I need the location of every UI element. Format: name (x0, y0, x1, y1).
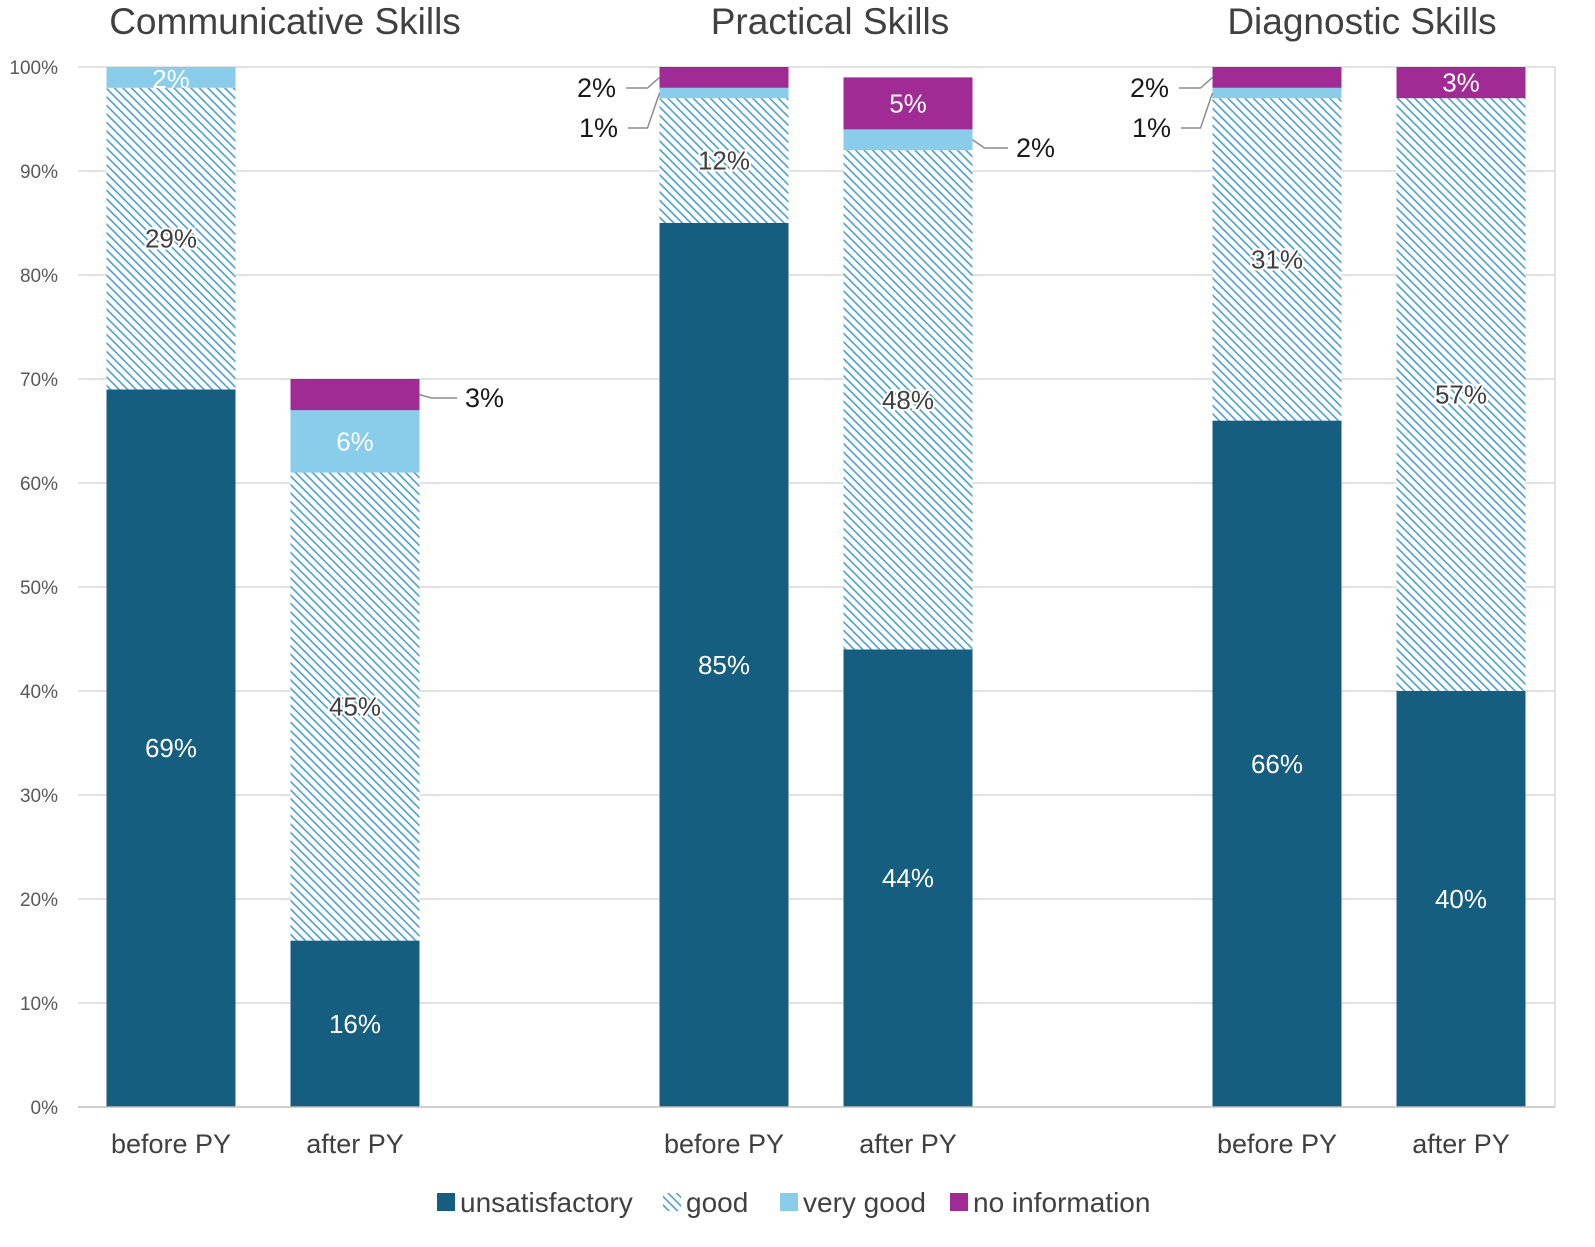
bars (106, 67, 1526, 1108)
bar-segment-good (1212, 98, 1342, 421)
bar-segment-good (106, 87, 236, 390)
data-label: 44% (882, 863, 934, 893)
y-tick-label: 0% (31, 1098, 59, 1119)
data-label: 66% (1251, 749, 1303, 779)
data-label: 5% (889, 88, 927, 118)
data-label: 16% (329, 1009, 381, 1039)
bar-segment-very-good (106, 67, 236, 88)
bar-segment-good (659, 98, 789, 223)
bar-segment-unsatisfactory (1212, 420, 1342, 1108)
legend-label: unsatisfactory (460, 1187, 633, 1218)
y-tick-label: 100% (9, 58, 58, 79)
y-axis-ticks: 0% 10% 20% 30% 40% 50% 60% 70% 80% 90% 100% (9, 58, 58, 1119)
group-title: Diagnostic Skills (1227, 1, 1496, 42)
group-title: Communicative Skills (109, 1, 461, 42)
y-tick-label: 60% (20, 474, 58, 495)
bar-segment-unsatisfactory (106, 389, 236, 1107)
data-label: 31% (1251, 244, 1303, 274)
y-tick-label: 20% (20, 890, 58, 911)
category-labels: before PY after PY before PY after PY before… (111, 1129, 1510, 1159)
data-label: 3% (1442, 68, 1480, 98)
x-category-label: after PY (306, 1129, 404, 1159)
y-tick-label: 50% (20, 578, 58, 599)
x-category-label: before PY (664, 1129, 784, 1159)
bar-segment-no-information (1212, 67, 1342, 88)
leader-line (972, 139, 1008, 149)
y-tick-label: 10% (20, 994, 58, 1015)
bar-segment-very-good (659, 87, 789, 99)
data-label-callout: 1% (1132, 113, 1171, 143)
bar-segment-very-good (290, 410, 420, 473)
bar-segment-unsatisfactory (659, 223, 789, 1107)
group-title: Practical Skills (711, 1, 950, 42)
bar-segment-no-information (843, 77, 973, 130)
bar-segment-no-information (659, 67, 789, 88)
x-category-label: after PY (859, 1129, 957, 1159)
legend: unsatisfactory good very good no informatio… (437, 1187, 1150, 1218)
bar-segment-good (843, 150, 973, 650)
data-label: 6% (336, 426, 374, 456)
legend-swatch-unsatisfactory (437, 1193, 455, 1211)
x-category-label: before PY (111, 1129, 231, 1159)
data-label: 2% (152, 64, 190, 94)
data-label: 85% (698, 650, 750, 680)
legend-swatch-very-good (780, 1193, 798, 1211)
data-label: 45% (329, 692, 381, 722)
legend-label: good (686, 1187, 748, 1218)
bar-segment-good (1396, 98, 1526, 691)
data-label-callout: 3% (465, 383, 504, 413)
legend-label: no information (973, 1187, 1150, 1218)
data-label-callout: 2% (1016, 133, 1055, 163)
data-label-callout: 1% (579, 113, 618, 143)
legend-swatch-no-information (950, 1193, 968, 1211)
data-label: 69% (145, 733, 197, 763)
data-label: 40% (1435, 884, 1487, 914)
leader-line (1181, 92, 1214, 129)
leader-line (628, 92, 661, 129)
bar-segment-unsatisfactory (290, 940, 420, 1107)
legend-label: very good (803, 1187, 926, 1218)
y-tick-label: 30% (20, 786, 58, 807)
leader-line (626, 76, 660, 89)
bar-segment-very-good (1212, 87, 1342, 99)
data-label: 12% (698, 146, 750, 176)
data-label-callout: 2% (1130, 73, 1169, 103)
data-label: 48% (882, 385, 934, 415)
y-tick-label: 90% (20, 162, 58, 183)
legend-swatch-good (663, 1193, 681, 1211)
x-category-label: after PY (1412, 1129, 1510, 1159)
bar-segment-unsatisfactory (1396, 691, 1526, 1107)
leader-line (419, 393, 457, 399)
bar-segment-good (290, 472, 420, 941)
bar-segment-no-information (1396, 67, 1526, 99)
leader-line (1179, 76, 1213, 89)
data-labels: 69% 29% 2% 16% 45% 6% 3% 85% 12% 1% 2% 44% 48% 2% 5% 66… (143, 64, 1489, 1039)
bar-segment-unsatisfactory (843, 649, 973, 1107)
data-label-callout: 2% (577, 73, 616, 103)
y-tick-label: 70% (20, 370, 58, 391)
group-titles: Communicative Skills Practical Skills Diag… (109, 1, 1496, 42)
data-label: 57% (1435, 380, 1487, 410)
y-tick-label: 40% (20, 682, 58, 703)
x-category-label: before PY (1217, 1129, 1337, 1159)
data-label: 29% (145, 224, 197, 254)
bar-segment-no-information (290, 379, 420, 411)
y-tick-label: 80% (20, 266, 58, 287)
bar-segment-very-good (843, 129, 973, 151)
